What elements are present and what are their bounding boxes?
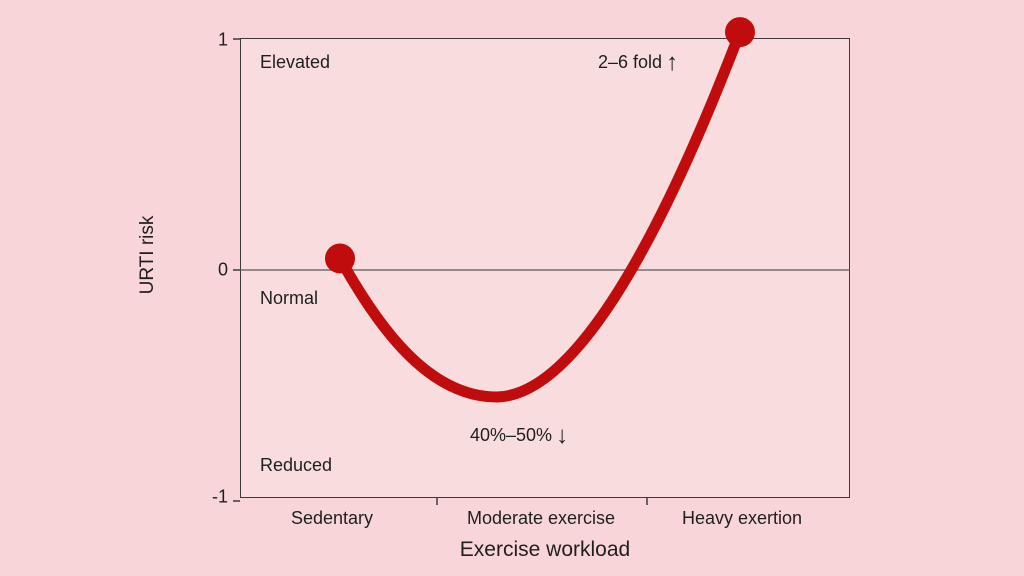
xtick-heavy-exertion: Heavy exertion: [681, 508, 803, 528]
ytick-minus-1: -1: [211, 486, 228, 507]
x-axis-label: Exercise workload: [459, 538, 631, 561]
annotation-trough: 40%–50% ↓: [470, 421, 569, 449]
annotation-trough-text: 40%–50%: [470, 425, 553, 445]
ytick-0: 0: [217, 259, 228, 280]
annotation-peak: 2–6 fold ↑: [598, 48, 679, 76]
region-label-normal: Normal: [260, 288, 319, 308]
ytick-1: 1: [217, 29, 228, 50]
annotation-peak-text: 2–6 fold: [598, 52, 663, 72]
region-label-elevated: Elevated: [260, 52, 331, 72]
region-label-reduced: Reduced: [260, 455, 333, 475]
y-axis-label: URTI risk: [137, 215, 158, 295]
up-arrow-icon: ↑: [666, 48, 679, 76]
xtick-moderate-exercise: Moderate exercise: [466, 508, 616, 528]
down-arrow-icon: ↓: [556, 421, 569, 449]
xtick-sedentary: Sedentary: [290, 508, 374, 528]
